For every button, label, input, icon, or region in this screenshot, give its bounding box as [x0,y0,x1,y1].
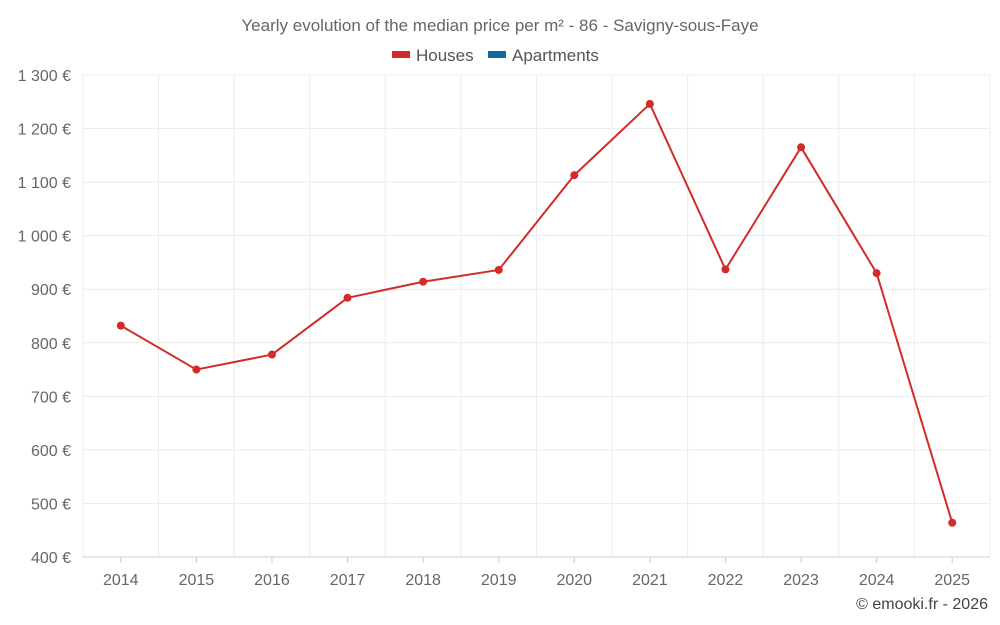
x-tick-label: 2017 [330,572,366,589]
x-tick-label: 2021 [632,572,668,589]
y-tick-label: 1 200 € [18,122,71,139]
data-point-houses[interactable] [721,265,730,274]
data-point-houses[interactable] [343,293,352,302]
legend-swatch-apartments[interactable] [488,51,506,58]
legend-label-houses[interactable]: Houses [416,46,474,65]
axes: 400 € 500 € 600 € 700 € 800 € 900 € 1 000 € 1 1… [18,68,990,589]
x-tick-label: 2018 [405,572,441,589]
x-tick-label: 2023 [783,572,819,589]
legend-swatch-houses[interactable] [392,51,410,58]
data-point-houses[interactable] [419,277,428,286]
data-point-houses[interactable] [948,518,957,527]
data-point-houses[interactable] [645,99,654,108]
x-tick-label: 2015 [179,572,215,589]
y-tick-label: 400 € [31,550,71,567]
x-tick-label: 2019 [481,572,517,589]
data-point-houses[interactable] [116,321,125,330]
series [116,99,957,527]
x-tick-label: 2022 [708,572,744,589]
data-point-houses[interactable] [570,171,579,180]
x-tick-label: 2020 [556,572,592,589]
x-tick-label: 2014 [103,572,139,589]
y-tick-label: 700 € [31,389,71,406]
y-tick-label: 600 € [31,443,71,460]
y-tick-label: 1 000 € [18,229,71,246]
y-tick-label: 1 100 € [18,175,71,192]
y-tick-label: 1 300 € [18,68,71,85]
data-point-houses[interactable] [797,143,806,152]
chart-title: Yearly evolution of the median price per… [241,16,758,35]
credit-text: © emooki.fr - 2026 [856,596,988,613]
x-tick-label: 2016 [254,572,290,589]
data-point-houses[interactable] [494,265,503,274]
y-tick-label: 500 € [31,496,71,513]
grid [82,74,991,558]
legend: Houses Apartments [392,46,599,65]
series-line-houses [120,102,954,524]
y-tick-label: 900 € [31,282,71,299]
data-point-houses[interactable] [267,350,276,359]
data-point-houses[interactable] [872,269,881,278]
x-tick-label: 2025 [934,572,970,589]
y-tick-label: 800 € [31,336,71,353]
data-point-houses[interactable] [192,365,201,374]
x-tick-label: 2024 [859,572,895,589]
legend-label-apartments[interactable]: Apartments [512,46,599,65]
